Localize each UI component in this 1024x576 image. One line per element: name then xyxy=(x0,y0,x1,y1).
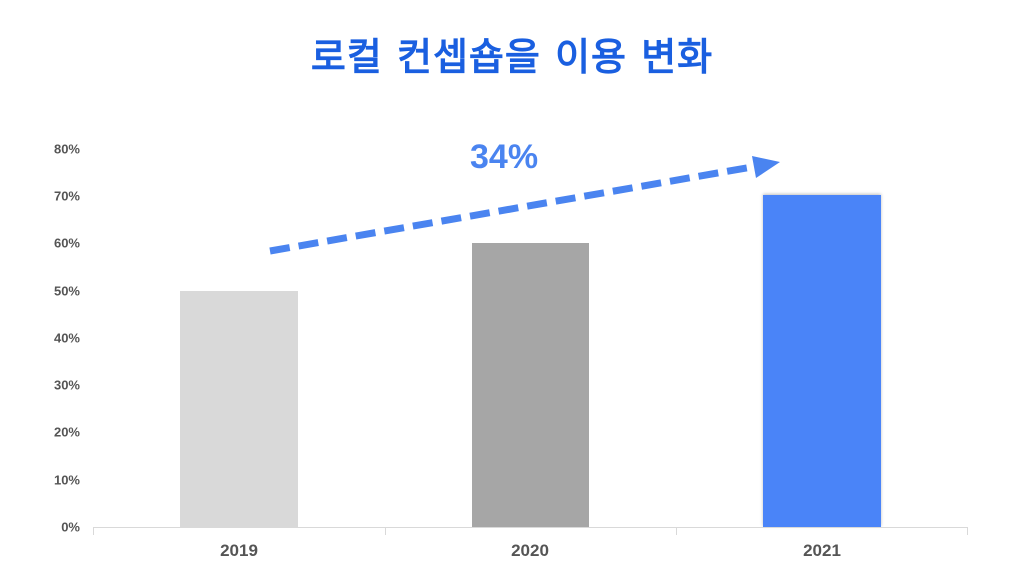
x-tick-label: 2021 xyxy=(803,541,841,560)
x-tick-label: 2020 xyxy=(511,541,549,560)
x-axis-tick xyxy=(385,527,386,535)
y-tick-label: 70% xyxy=(53,188,80,204)
y-tick-label: 30% xyxy=(53,377,80,393)
bar-2020 xyxy=(472,243,589,527)
y-tick-label: 40% xyxy=(53,330,80,346)
y-tick-label: 50% xyxy=(53,283,80,299)
bar-2019 xyxy=(180,291,298,527)
x-axis-tick xyxy=(676,527,677,535)
y-tick-label: 60% xyxy=(53,235,80,251)
bar-2021 xyxy=(763,195,881,527)
growth-annotation: 34% xyxy=(470,138,539,176)
x-tick-label: 2019 xyxy=(220,541,258,560)
x-axis-tick xyxy=(967,527,968,535)
y-tick-label: 0% xyxy=(61,519,80,535)
y-tick-label: 20% xyxy=(53,424,80,440)
y-tick-label: 10% xyxy=(53,472,80,488)
x-axis-tick xyxy=(93,527,94,535)
x-axis-line xyxy=(93,527,968,528)
y-tick-label: 80% xyxy=(53,141,80,157)
chart-title: 로컬 컨셉숍을 이용 변화 xyxy=(310,35,714,79)
